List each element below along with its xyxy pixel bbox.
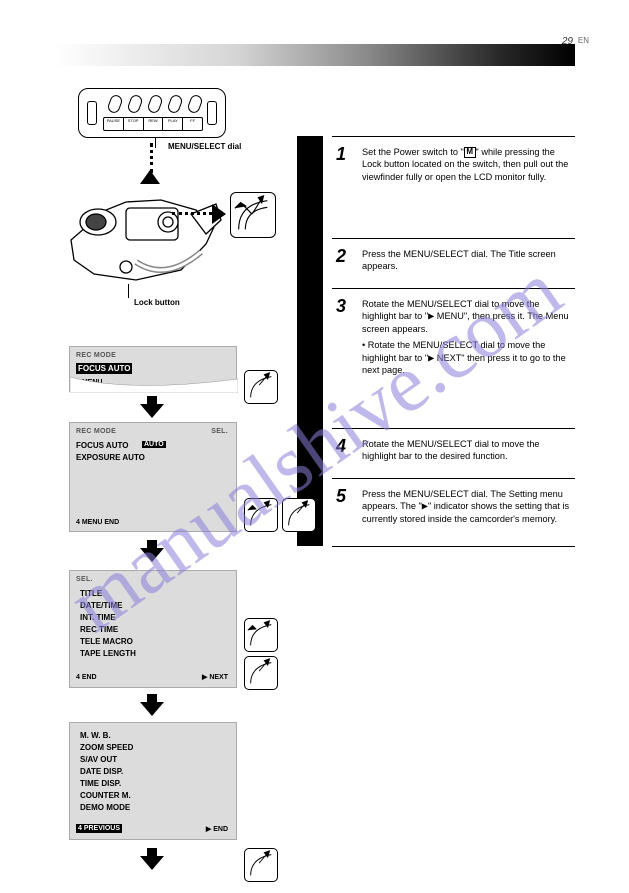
dial-mini-icon <box>244 618 278 652</box>
arrow-down-stem <box>147 540 157 548</box>
step-3-text: Rotate the MENU/SELECT dial to move the … <box>362 298 576 377</box>
menu-select-dial-label: MENU/SELECT dial <box>168 142 241 151</box>
arrow-down-icon <box>140 856 164 870</box>
divider <box>332 478 575 479</box>
dial-mini-icon <box>282 498 316 532</box>
step-number: 3 <box>336 296 346 317</box>
dial-mini-icon <box>244 370 278 404</box>
arrow-down-stem <box>147 694 157 702</box>
arrow-down-icon <box>140 702 164 716</box>
divider <box>332 428 575 429</box>
dotted-connector-down <box>150 143 153 173</box>
screen-2: REC MODE SEL. FOCUS AUTO EXPOSURE AUTO A… <box>69 422 237 532</box>
dial-mini-icon <box>244 498 278 532</box>
arrow-down-icon <box>140 404 164 418</box>
dial-mini-icon <box>244 656 278 690</box>
page-number: 29 <box>562 36 573 47</box>
pointer-line <box>155 138 156 148</box>
screen-3: SEL. TITLE DATE/TIME INT. TIME REC TIME … <box>69 570 237 688</box>
screen-1: REC MODE FOCUS AUTO 4 MENU <box>69 346 237 392</box>
divider <box>332 546 575 547</box>
step-4-text: Rotate the MENU/SELECT dial to move the … <box>362 438 576 463</box>
m-icon: M <box>464 147 476 158</box>
arrow-right-icon <box>212 204 226 224</box>
lock-button-label: Lock button <box>134 298 180 307</box>
arrow-down-icon <box>140 548 164 562</box>
divider <box>332 288 575 289</box>
header-gradient-bar <box>55 44 575 66</box>
step-number: 1 <box>336 144 346 165</box>
camcorder-illustration <box>66 182 226 302</box>
dial-mini-icon <box>244 848 278 882</box>
divider <box>332 238 575 239</box>
arrow-down-stem <box>147 848 157 856</box>
screen-4: M. W. B. ZOOM SPEED S/AV OUT DATE DISP. … <box>69 722 237 840</box>
pointer-line <box>128 284 129 298</box>
step-number: 4 <box>336 436 346 457</box>
step-number: 5 <box>336 486 346 507</box>
dotted-connector-right <box>172 212 212 215</box>
arrow-down-stem <box>147 396 157 404</box>
step-1-text: Set the Power switch to "M" while pressi… <box>362 146 576 183</box>
dial-detail-box <box>230 192 276 238</box>
step-2-text: Press the MENU/SELECT dial. The Title sc… <box>362 248 576 273</box>
language-code: EN <box>578 36 589 45</box>
step-5-text: Press the MENU/SELECT dial. The Setting … <box>362 488 576 525</box>
side-black-tab <box>297 136 323 546</box>
remote-panel-illustration: PAUSE STOP REW PLAY FF <box>78 88 226 138</box>
step-number: 2 <box>336 246 346 267</box>
divider <box>332 136 575 137</box>
